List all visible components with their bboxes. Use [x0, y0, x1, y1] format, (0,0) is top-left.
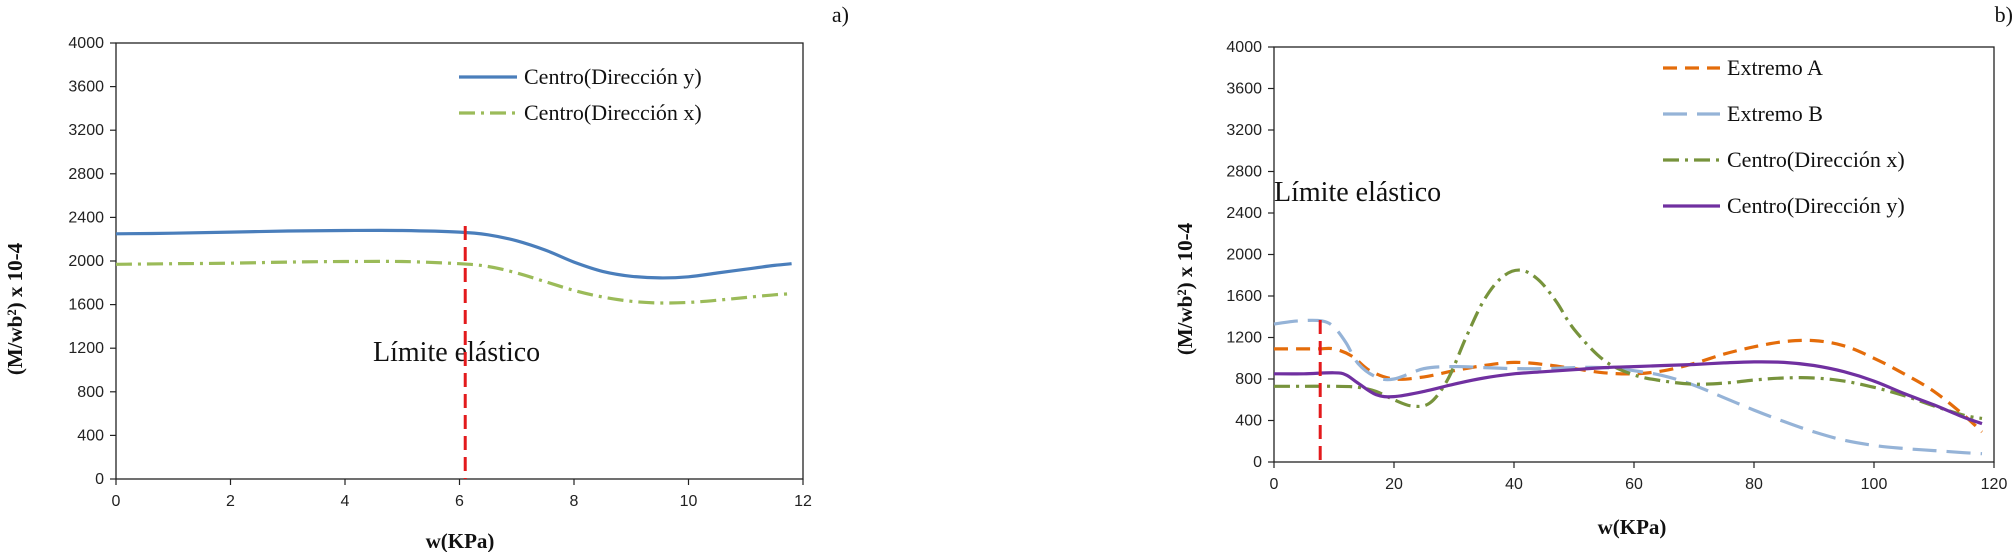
- x-tick-label: 10: [680, 493, 698, 510]
- x-tick-label: 0: [1270, 476, 1279, 493]
- chart-b: b) w(KPa) (M/wb²) x 10-4 Límite elástico…: [1173, 2, 2013, 539]
- x-tick-label: 12: [794, 493, 812, 510]
- x-tick-label: 100: [1861, 476, 1888, 493]
- panel-label-a: a): [832, 2, 849, 27]
- elastic-limit-annotation-a: Límite elástico: [373, 337, 540, 368]
- legend-label-3: Centro(Dirección x): [1727, 147, 1905, 172]
- y-tick-label: 2000: [1226, 247, 1262, 264]
- y-tick-label: 2800: [68, 166, 104, 183]
- x-tick-label: 60: [1625, 476, 1643, 493]
- series-line-1: [115, 228, 792, 280]
- series-line-4: [1273, 360, 1983, 426]
- x-axis-label-a: w(KPa): [426, 529, 495, 552]
- y-tick-label: 4000: [68, 35, 104, 52]
- y-tick-label: 4000: [1226, 39, 1262, 56]
- y-tick-label: 3200: [1226, 122, 1262, 139]
- legend-label-1: Centro(Dirección y): [524, 64, 702, 89]
- y-tick-label: 2400: [68, 209, 104, 226]
- y-tick-label: 3600: [68, 79, 104, 96]
- x-tick-label: 6: [455, 493, 464, 510]
- y-tick-label: 0: [95, 471, 104, 488]
- y-tick-label: 0: [1253, 454, 1262, 471]
- x-tick-label: 0: [112, 493, 121, 510]
- y-tick-label: 2000: [68, 253, 104, 270]
- x-tick-label: 80: [1745, 476, 1763, 493]
- y-tick-label: 1200: [1226, 330, 1262, 347]
- series-line-2: [115, 259, 792, 305]
- elastic-limit-annotation-b: Límite elástico: [1274, 177, 1441, 208]
- x-tick-label: 2: [226, 493, 235, 510]
- x-tick-label: 8: [570, 493, 579, 510]
- x-axis-label-b: w(KPa): [1598, 515, 1667, 539]
- legend-label-1: Extremo A: [1727, 55, 1823, 80]
- legend-label-2: Centro(Dirección x): [524, 100, 702, 125]
- y-tick-label: 400: [77, 427, 104, 444]
- legend-label-2: Extremo B: [1727, 101, 1823, 126]
- y-tick-label: 800: [1235, 371, 1262, 388]
- y-tick-label: 800: [77, 384, 104, 401]
- y-tick-label: 400: [1235, 413, 1262, 430]
- y-axis-label-b: (M/wb²) x 10-4: [1173, 222, 1197, 355]
- x-tick-label: 4: [341, 493, 350, 510]
- y-axis-label-a: (M/wb²) x 10-4: [3, 242, 27, 375]
- chart-a: a) w(KPa) (M/wb²) x 10-4 Límite elástico…: [3, 2, 849, 552]
- series-line-1: [1273, 338, 1984, 434]
- y-tick-label: 3200: [68, 122, 104, 139]
- y-tick-label: 2400: [1226, 205, 1262, 222]
- y-tick-label: 3600: [1226, 81, 1262, 98]
- panel-label-b: b): [1995, 2, 2013, 27]
- y-tick-label: 1600: [1226, 288, 1262, 305]
- x-tick-label: 20: [1385, 476, 1403, 493]
- y-tick-label: 1200: [68, 340, 104, 357]
- legend-label-4: Centro(Dirección y): [1727, 193, 1905, 218]
- x-tick-label: 40: [1505, 476, 1523, 493]
- plot-frame: [1273, 46, 1995, 463]
- y-tick-label: 2800: [1226, 164, 1262, 181]
- y-tick-label: 1600: [68, 297, 104, 314]
- x-tick-label: 120: [1981, 476, 2008, 493]
